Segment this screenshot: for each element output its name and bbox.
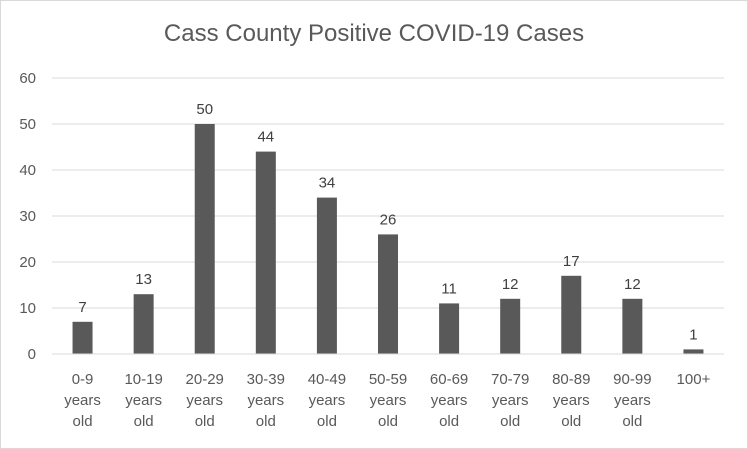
data-label: 50 <box>196 101 213 118</box>
y-tick-label: 60 <box>19 70 36 87</box>
data-label: 12 <box>502 276 519 293</box>
x-tick-label: 90-99 years old <box>613 371 651 430</box>
y-tick-label: 50 <box>19 116 36 133</box>
data-label: 12 <box>624 276 641 293</box>
x-tick-label: 30-39 years old <box>247 371 285 430</box>
data-label: 11 <box>441 280 457 297</box>
bar <box>378 234 398 354</box>
y-tick-label: 40 <box>19 162 36 179</box>
x-tick-label: 50-59 years old <box>369 371 407 430</box>
x-tick-label: 0-9 years old <box>64 371 101 430</box>
bar <box>194 124 215 354</box>
bars <box>72 124 704 354</box>
bar <box>255 151 276 354</box>
x-tick-label: 20-29 years old <box>186 371 224 430</box>
x-tick-label: 60-69 years old <box>430 371 468 430</box>
y-tick-label: 20 <box>19 254 36 271</box>
bar <box>561 275 582 354</box>
data-labels: 7 13 50 44 34 26 11 12 17 12 1 <box>78 101 697 343</box>
data-label: 13 <box>135 271 152 288</box>
y-tick-label: 10 <box>19 300 36 317</box>
data-label: 7 <box>78 299 86 316</box>
x-tick-label: 80-89 years old <box>552 371 590 430</box>
bar <box>133 294 154 354</box>
x-axis-tick-labels: 0-9 years old 10-19 years old 20-29 years old 30-… <box>64 371 710 430</box>
x-tick-label: 40-49 years old <box>308 371 346 430</box>
x-tick-label: 100+ <box>677 371 711 388</box>
bar <box>72 321 93 354</box>
data-label: 17 <box>563 253 580 270</box>
x-tick-label: 70-79 years old <box>491 371 529 430</box>
data-label: 34 <box>319 175 336 192</box>
bar <box>439 303 460 354</box>
bar <box>316 197 337 354</box>
y-tick-label: 0 <box>28 346 36 363</box>
x-tick-label: 10-19 years old <box>124 371 162 430</box>
y-axis-tick-labels: 0 10 20 30 40 50 60 <box>19 70 36 363</box>
y-tick-label: 30 <box>19 208 36 225</box>
bar <box>500 298 521 354</box>
data-label: 26 <box>380 211 397 228</box>
bar <box>622 298 643 354</box>
data-label: 1 <box>689 326 697 343</box>
chart-title: Cass County Positive COVID-19 Cases <box>163 20 585 47</box>
data-label: 44 <box>257 129 274 146</box>
bar <box>683 349 704 354</box>
